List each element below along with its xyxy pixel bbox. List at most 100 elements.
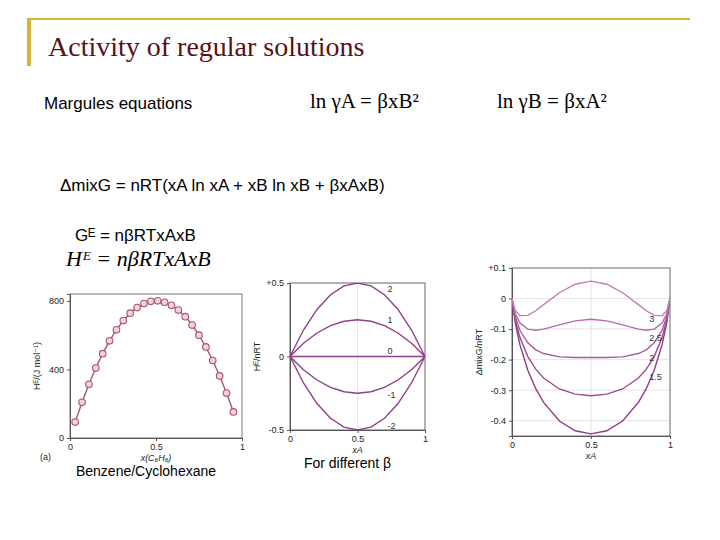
formula: Hᴱ = nβRTxAxB	[65, 246, 211, 271]
data-point	[72, 419, 79, 426]
y-axis-title: Hᴱ/nRT	[252, 341, 262, 371]
tick-label: 400	[49, 365, 64, 375]
grid-line	[290, 356, 425, 357]
tick-label: 0.5	[585, 440, 598, 450]
slide: Activity of regular solutions Margules eq…	[0, 0, 720, 540]
tick: 400	[49, 365, 70, 375]
slide-title: Activity of regular solutions	[48, 31, 365, 62]
tick-label: -0.5	[268, 425, 284, 435]
tick-mark	[156, 438, 157, 441]
data-point	[113, 327, 120, 334]
data-point	[79, 399, 86, 406]
series-line	[512, 299, 670, 331]
axis-line	[291, 431, 426, 434]
tick: 0	[279, 352, 290, 362]
curve-label: 0	[388, 346, 393, 356]
plot-area	[290, 283, 425, 430]
plot-frame	[70, 294, 242, 438]
tick: 0	[288, 430, 293, 444]
data-point	[148, 298, 155, 305]
tick-mark	[509, 299, 512, 300]
tick-label: 0	[288, 434, 293, 444]
x-axis: 00.51	[510, 436, 673, 450]
data-point	[93, 365, 100, 372]
tick: 800	[49, 296, 70, 306]
tick: 0.5	[585, 436, 598, 450]
data-point	[203, 344, 210, 351]
tick-mark	[591, 436, 592, 439]
curve-label: 2	[388, 284, 393, 294]
tick-mark	[670, 436, 671, 439]
x-axis-title: xA	[351, 445, 363, 455]
y-axis-title: Hᴱ/(J mol⁻¹)	[32, 342, 42, 390]
equation: ln γB = βxA²	[497, 89, 607, 113]
data-point	[196, 332, 203, 339]
data-point	[223, 390, 230, 397]
tick-mark	[509, 360, 512, 361]
data-point	[154, 298, 161, 305]
equation: ln γA = βxB²	[310, 89, 419, 113]
data-point	[230, 409, 237, 416]
chart: 00.51+0.10-0.1-0.2-0.3-0.41.522.53xAΔmix…	[474, 263, 673, 461]
series-line	[290, 357, 425, 431]
y-axis: +0.10-0.1-0.2-0.3-0.4	[488, 263, 512, 436]
x-axis-title: xA	[585, 451, 597, 461]
data-point	[120, 317, 127, 324]
data-point	[141, 300, 148, 307]
series-line	[75, 301, 233, 422]
curve-label: -1	[388, 390, 396, 400]
axis-line	[71, 439, 243, 442]
series-line	[512, 281, 670, 316]
data-point	[134, 304, 141, 311]
data-point	[189, 322, 196, 329]
data-point	[182, 313, 189, 320]
axis-line	[513, 437, 671, 440]
tick: 0.5	[150, 438, 163, 452]
tick: +0.5	[266, 278, 290, 288]
tick-mark	[509, 268, 512, 269]
tick-label: -0.4	[490, 416, 506, 426]
tick-mark	[242, 438, 243, 441]
tick-mark	[287, 357, 290, 358]
tick-mark	[67, 301, 70, 302]
tick: 0	[510, 436, 515, 450]
tick-label: 1	[668, 440, 673, 450]
data-point	[86, 381, 93, 388]
x-axis: 00.51	[68, 438, 245, 452]
data-point	[99, 350, 106, 357]
tick-label: -0.2	[490, 355, 506, 365]
tick: -0.2	[490, 355, 512, 365]
tick-mark	[287, 430, 290, 431]
tick: 1	[240, 438, 245, 452]
tick-label: 1	[240, 442, 245, 452]
plot-area	[72, 298, 237, 426]
plot-frame	[512, 268, 670, 436]
chart-caption: Benzene/Cyclohexane	[76, 463, 216, 479]
series-line	[290, 320, 425, 357]
tick-label: 0.5	[352, 434, 365, 444]
tick-label: 0	[501, 294, 506, 304]
series-line	[290, 356, 425, 357]
left-bar	[27, 18, 31, 66]
curve-label: 3	[649, 314, 654, 324]
tick: 0	[59, 433, 70, 443]
tick: +0.1	[488, 263, 512, 273]
axis-line	[509, 269, 513, 437]
x-axis-title: x(C₆H₆)	[140, 453, 172, 463]
tick: 0.5	[352, 430, 365, 444]
data-point	[168, 302, 175, 309]
data-point	[161, 299, 168, 306]
tick-label: 0	[59, 433, 64, 443]
data-point	[209, 357, 216, 364]
axis-line	[287, 284, 291, 431]
tick-label: 0	[68, 442, 73, 452]
tick-mark	[358, 430, 359, 433]
tick: 1	[423, 430, 428, 444]
curve-label: 1.5	[649, 372, 662, 382]
tick-label: 0	[279, 352, 284, 362]
series-line	[512, 299, 670, 396]
data-point	[216, 373, 223, 380]
axis-line	[67, 295, 71, 439]
top-rule	[28, 18, 690, 20]
subtitle: Margules equations	[44, 94, 192, 113]
